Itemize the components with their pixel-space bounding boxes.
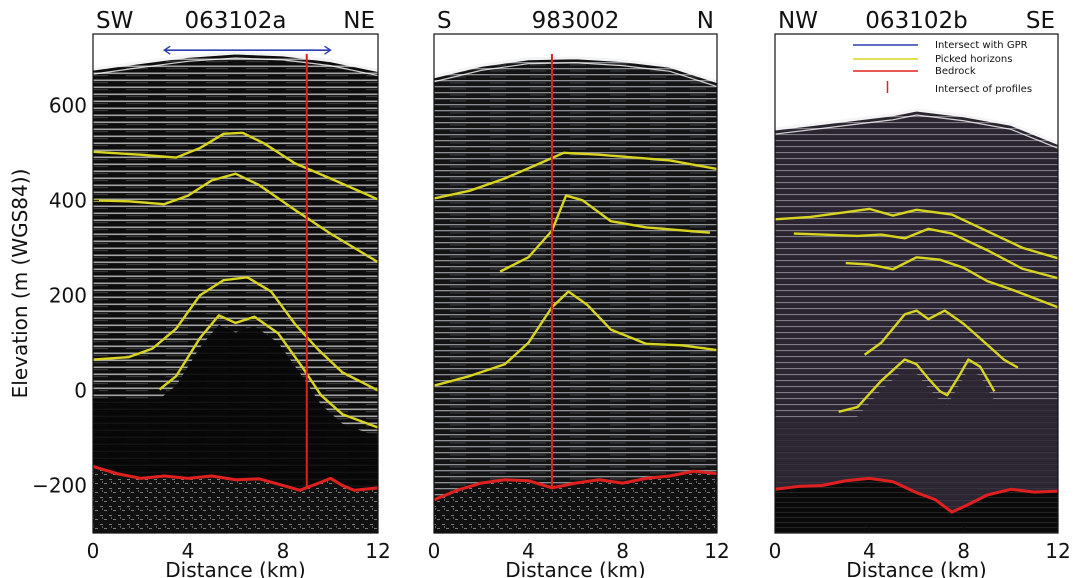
legend-label: Bedrock [935,66,976,77]
x-tick-label: 0 [769,539,782,563]
sub-bedrock-noise [93,466,378,533]
picked-horizon-3 [93,276,378,392]
x-tick-label: 4 [863,539,876,563]
x-tick-label: 4 [182,539,195,563]
sub-bedrock-noise [434,471,717,533]
picked-horizon-3 [845,256,1058,309]
legend-label: Intersect of profiles [935,84,1032,95]
x-axis-label: Distance (km) [165,558,305,578]
x-axis-label: Distance (km) [846,558,986,578]
panel-right-direction: NE [343,8,375,34]
y-tick-label: 600 [49,93,87,117]
surface-echo-line [93,57,378,77]
surface-line [93,51,378,73]
x-tick-label: 4 [522,539,535,563]
x-axis-label: Distance (km) [505,558,645,578]
y-axis-label: Elevation (m (WGS84)) [8,169,32,399]
panel-title: 063102b [865,8,967,34]
panel-frame [774,33,1059,534]
bedrock-line [93,465,378,492]
x-tick-label: 8 [277,539,290,563]
panel-title: 063102a [185,8,287,34]
surface-echo-line [434,62,717,88]
panel-right-direction: N [697,8,714,34]
bedrock-line [775,476,1058,514]
picked-horizon-3 [434,290,717,387]
x-tick-label: 0 [428,539,441,563]
picked-horizon-1 [93,131,378,201]
x-tick-label: 8 [957,539,970,563]
surface-echo-line [775,114,1058,149]
panel-right-direction: SE [1026,8,1055,34]
surface-line [775,108,1058,145]
x-tick-label: 12 [365,539,390,563]
picked-horizon-2 [93,172,378,264]
picked-horizon-4 [158,314,378,429]
picked-horizon-1 [775,207,1058,260]
surface-line [434,56,717,83]
picked-horizon-5 [838,358,996,413]
picked-horizon-4 [863,309,1019,369]
x-tick-label: 8 [616,539,629,563]
x-tick-label: 12 [1045,539,1070,563]
x-tick-label: 0 [87,539,100,563]
picked-horizon-2 [793,227,1058,280]
panel-title: 983002 [532,8,620,34]
legend-label: Intersect with GPR [935,40,1028,51]
panel-left-direction: NW [778,8,818,34]
picked-horizon-2 [499,194,711,273]
panel-frame [433,33,718,534]
y-tick-label: 0 [74,378,87,402]
bedrock-line [434,469,717,502]
y-tick-label: 400 [49,188,87,212]
panel-left-direction: S [437,8,452,34]
y-tick-label: −200 [32,473,87,497]
gpr-intersect-arrowheads [162,45,332,55]
legend-label: Picked horizons [935,54,1012,65]
panel-left-direction: SW [96,8,133,34]
x-tick-label: 12 [704,539,729,563]
y-tick-label: 200 [49,283,87,307]
panel-063102a: 063102a SW NE 0 4 8 12 Distance (km) [87,8,391,578]
panel-063102b: 063102b NW SE 0 4 8 12 Distance (km) [769,8,1071,578]
legend: Intersect with GPR Picked horizonsBedrock… [853,40,1032,95]
panel-983002: 983002 S N 0 4 8 12 Distance (km) [428,8,730,578]
sub-bedrock-noise [775,478,1058,533]
picked-horizon-1 [434,151,717,200]
panel-frame [92,33,379,534]
